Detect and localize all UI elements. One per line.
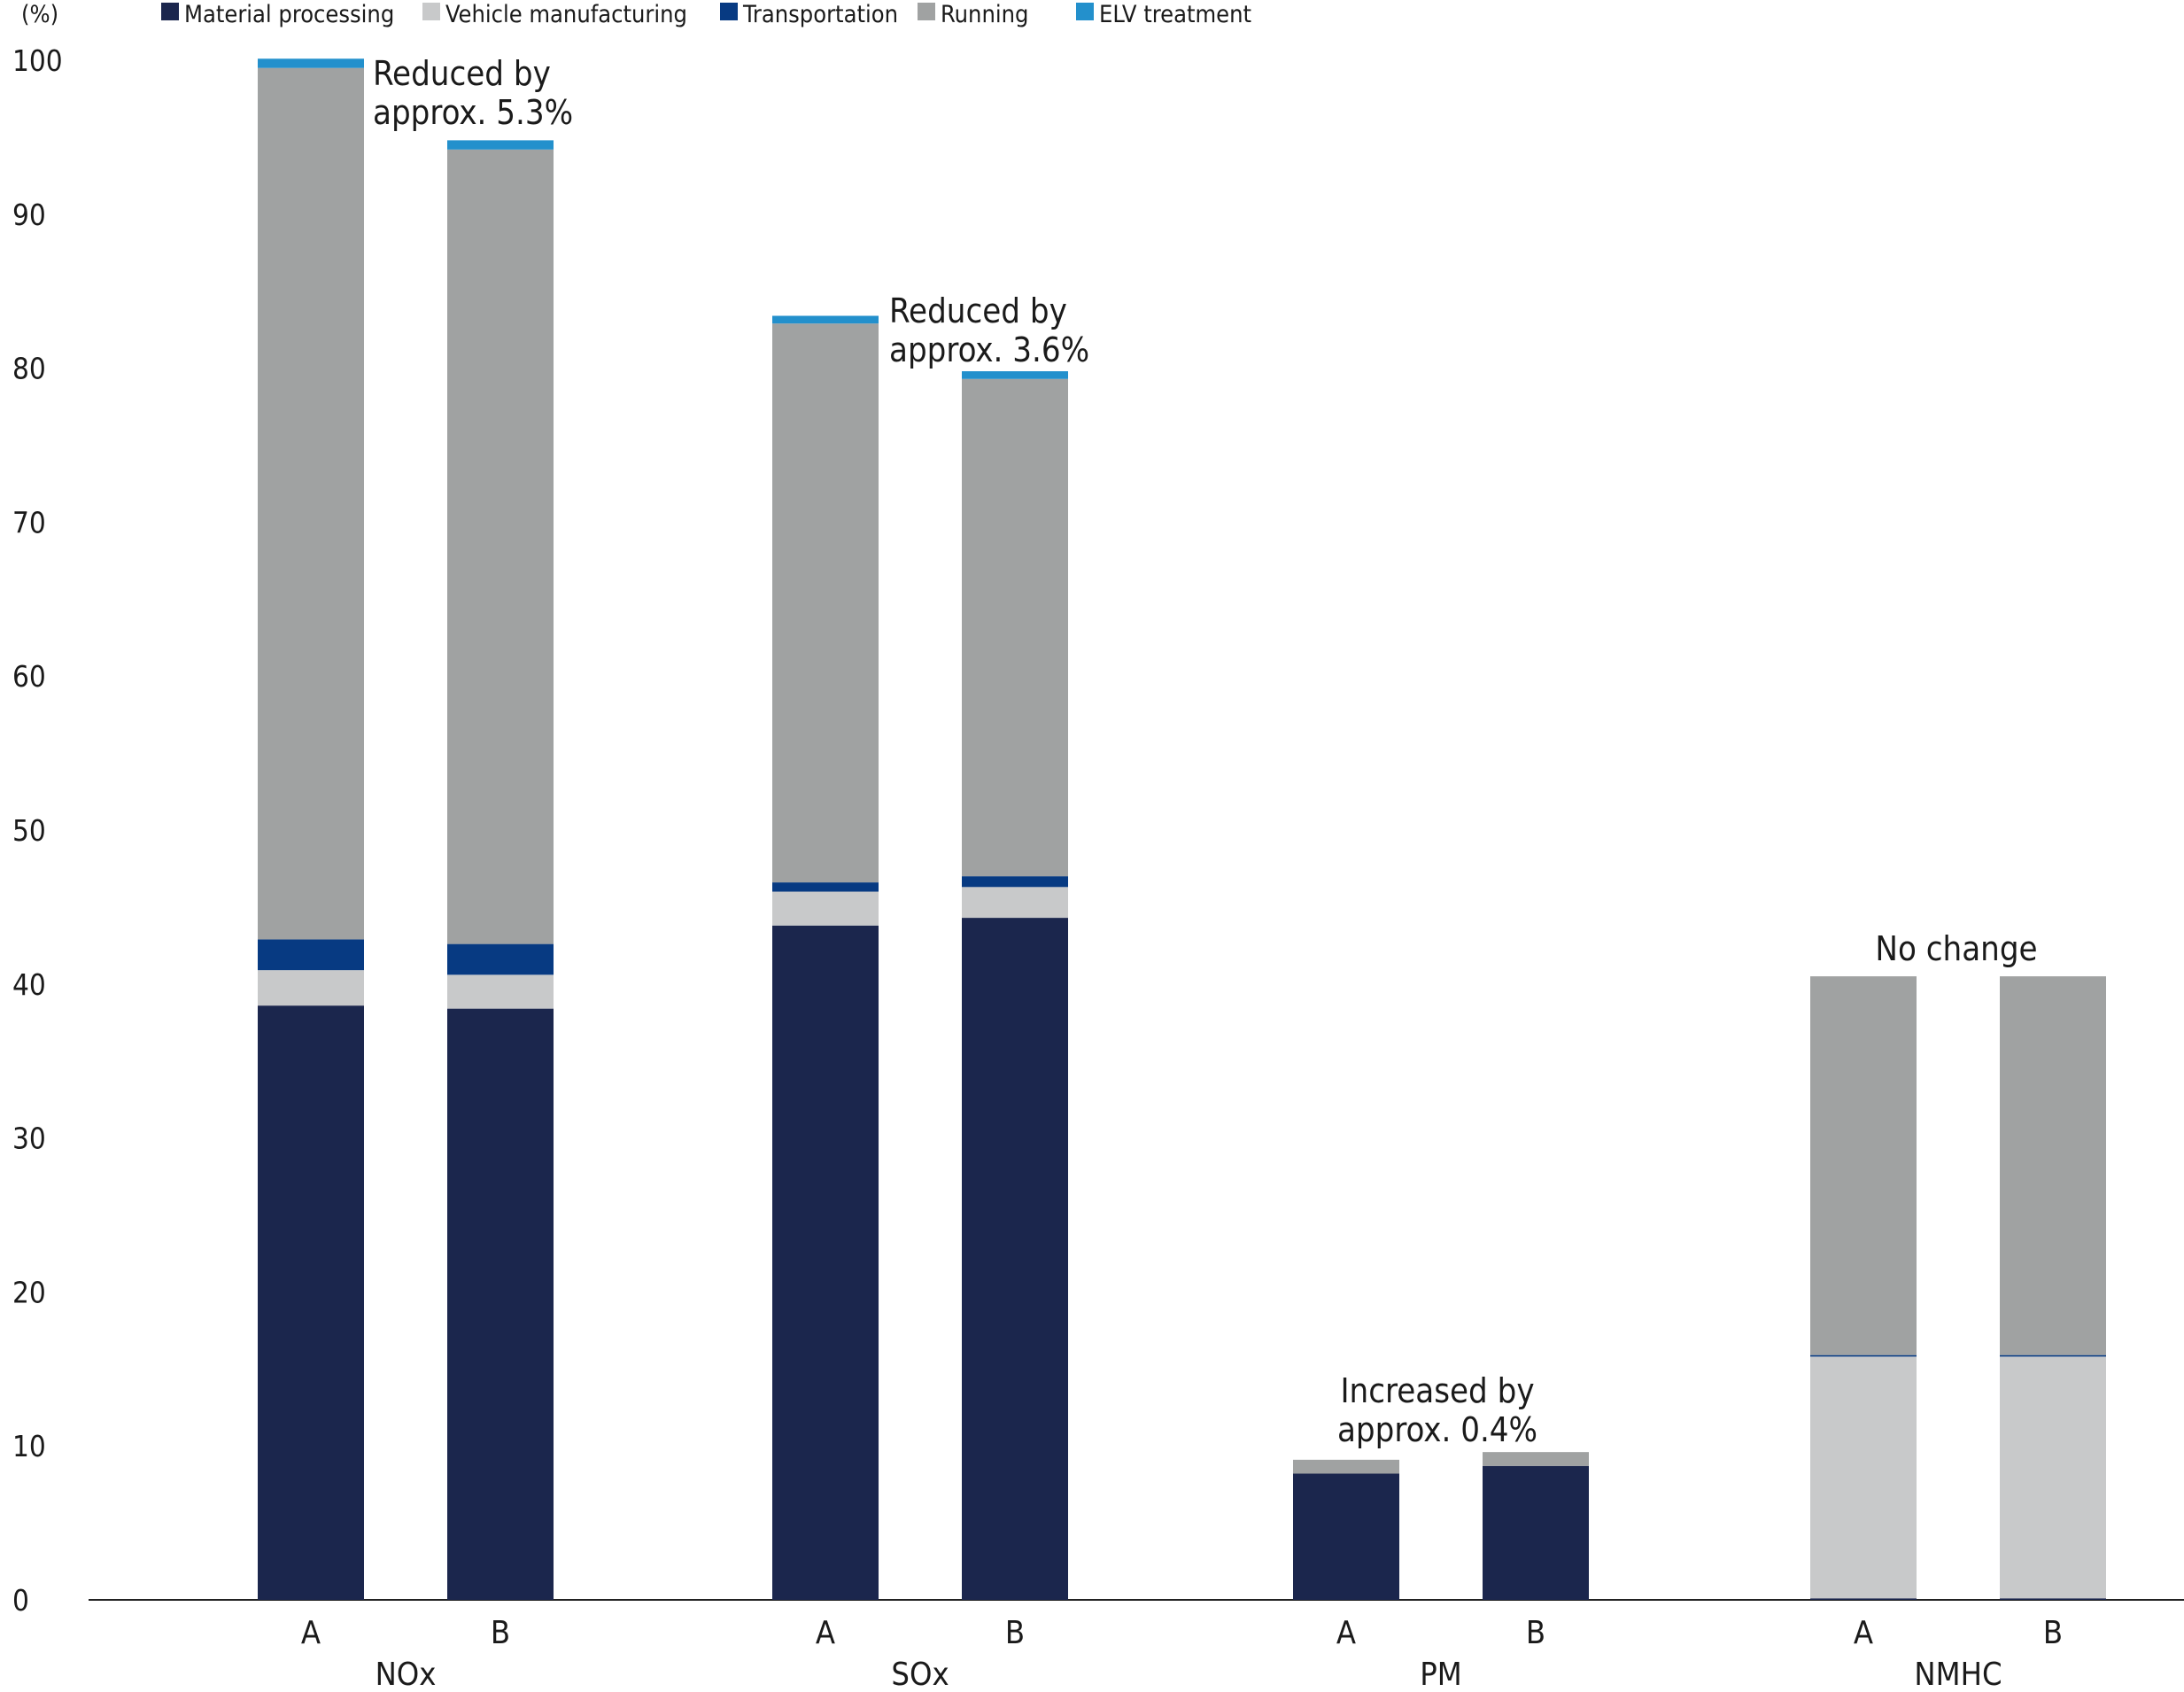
annotation-line: No change <box>1875 929 2037 968</box>
y-tick-label: 30 <box>12 1122 46 1156</box>
bar-segment <box>962 887 1068 919</box>
bar-segment <box>447 140 554 150</box>
bar-segment <box>772 925 879 1600</box>
bar-segment <box>1810 1356 1917 1599</box>
y-tick-label: 70 <box>12 505 46 539</box>
legend-label: Material processing <box>184 1 394 28</box>
y-tick-label: 100 <box>12 43 63 78</box>
legend-label: ELV treatment <box>1099 1 1251 28</box>
bar-segment <box>447 974 554 1009</box>
x-axis-labels: A B NOx A B SOx A B PM A B NMHC <box>301 1615 2063 1692</box>
bar-label: B <box>1005 1615 1025 1651</box>
bar-label: B <box>491 1615 510 1651</box>
bar-segment <box>258 58 364 68</box>
group-label: SOx <box>891 1657 949 1688</box>
bar-segment <box>2000 1354 2106 1357</box>
bar-segment <box>1810 976 1917 1355</box>
bar-segment <box>258 970 364 1006</box>
annotation-line: approx. 5.3% <box>373 93 573 132</box>
bar-segment <box>447 149 554 944</box>
group-label: NMHC <box>1914 1657 2002 1688</box>
y-tick-label: 80 <box>12 352 46 386</box>
annotation-line: approx. 0.4% <box>1337 1410 1537 1449</box>
bar-segment <box>962 371 1068 379</box>
annotation: Reduced by approx. 3.6% <box>889 291 1089 369</box>
y-tick-label: 90 <box>12 198 46 232</box>
bar-segment <box>447 1008 554 1600</box>
legend-swatch <box>1076 3 1094 20</box>
bar-segment <box>447 943 554 975</box>
bar-segment <box>1293 1473 1399 1600</box>
legend-label: Running <box>941 1 1028 28</box>
bar-segment <box>962 876 1068 888</box>
bar-segment <box>772 882 879 892</box>
bar-segment <box>2000 1598 2106 1600</box>
bar-segment <box>962 918 1068 1600</box>
bar-segment <box>772 315 879 324</box>
y-tick-label: 40 <box>12 967 46 1002</box>
legend-label: Vehicle manufacturing <box>445 1 687 28</box>
legend-label: Transportation <box>742 1 898 28</box>
bar-label: A <box>1854 1615 1873 1651</box>
bar-segment <box>1483 1452 1589 1466</box>
y-tick-label: 10 <box>12 1429 46 1463</box>
y-axis: (%) 0 10 20 30 40 50 60 70 80 90 100 <box>12 1 2184 1618</box>
bar-label: A <box>816 1615 835 1651</box>
annotation: Reduced by approx. 5.3% <box>373 54 573 132</box>
annotation: Increased by approx. 0.4% <box>1337 1371 1537 1449</box>
annotations: Reduced by approx. 5.3%Reduced by approx. … <box>373 54 2038 1449</box>
y-tick-label: 0 <box>12 1583 29 1618</box>
annotation-line: approx. 3.6% <box>889 330 1089 369</box>
legend-swatch <box>422 3 440 20</box>
bar-segment <box>772 323 879 883</box>
legend-swatch <box>161 3 179 20</box>
group-label: NOx <box>376 1657 437 1688</box>
bar-segment <box>2000 976 2106 1355</box>
bar-segment <box>1483 1465 1589 1600</box>
bar-segment <box>962 378 1068 877</box>
bars <box>258 58 2106 1600</box>
bar-segment <box>1810 1598 1917 1600</box>
annotation-line: Increased by <box>1340 1371 1534 1410</box>
bar-label: A <box>301 1615 321 1651</box>
annotation-line: Reduced by <box>889 291 1067 330</box>
legend-swatch <box>918 3 935 20</box>
bar-label: B <box>1526 1615 1545 1651</box>
bar-label: A <box>1336 1615 1356 1651</box>
legend: Material processing Vehicle manufacturing… <box>161 1 1251 28</box>
bar-segment <box>258 939 364 971</box>
bar-segment <box>2000 1356 2106 1599</box>
annotation-line: Reduced by <box>373 54 551 93</box>
bar-segment <box>258 67 364 940</box>
y-tick-label: 50 <box>12 813 46 848</box>
bar-segment <box>258 1005 364 1600</box>
bar-segment <box>1810 1354 1917 1357</box>
legend-swatch <box>720 3 738 20</box>
bar-segment <box>772 891 879 926</box>
y-axis-unit-label: (%) <box>21 1 58 28</box>
y-tick-label: 60 <box>12 659 46 694</box>
bar-label: B <box>2043 1615 2063 1651</box>
group-label: PM <box>1420 1657 1461 1688</box>
annotation: No change <box>1875 929 2037 968</box>
y-tick-label: 20 <box>12 1275 46 1309</box>
bar-segment <box>1293 1459 1399 1474</box>
